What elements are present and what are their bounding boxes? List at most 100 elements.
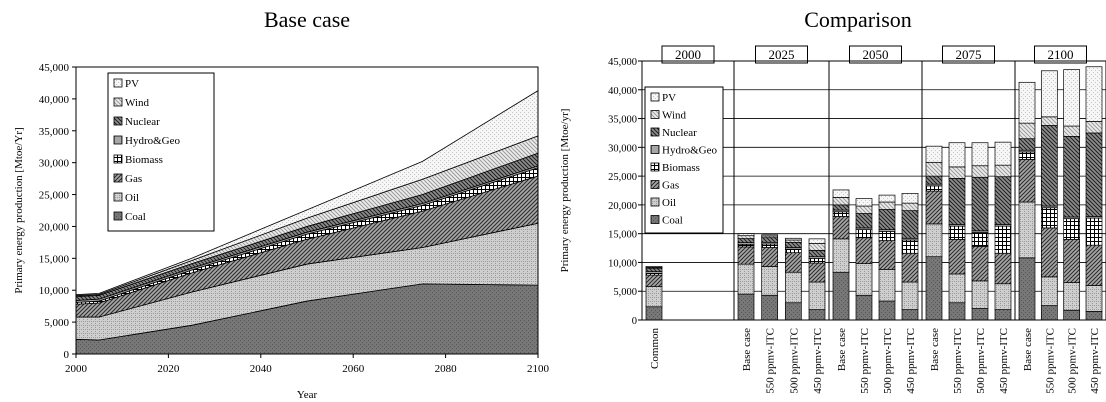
bar-segment-nuclear — [832, 204, 850, 211]
y-tick-label: 45,000 — [608, 57, 637, 68]
legend-label-biomass: Biomass — [662, 162, 700, 174]
category-label-common: Common — [649, 328, 661, 369]
category-label-450-ppmv-itc: 450 ppmv-ITC — [812, 328, 824, 394]
bar-segment-oil — [901, 281, 919, 310]
category-label-550-ppmv-itc: 550 ppmv-ITC — [952, 328, 964, 394]
bar-segment-coal — [784, 302, 802, 321]
bar-segment-pv — [925, 145, 943, 163]
bar-segment-oil — [808, 281, 826, 310]
bar-segment-gas — [832, 216, 850, 240]
bar-segment-biomass — [1085, 217, 1103, 246]
bar-segment-gas — [1085, 244, 1103, 286]
bar-segment-nuclear — [645, 267, 663, 273]
x-tick-label: 2060 — [342, 363, 365, 375]
bar-segment-nuclear — [784, 241, 802, 248]
category-label-base-case: Base case — [1022, 328, 1034, 371]
bar-segment-biomass — [784, 248, 802, 254]
category-label-550-ppmv-itc: 550 ppmv-ITC — [1044, 328, 1056, 394]
category-label-450-ppmv-itc: 450 ppmv-ITC — [905, 328, 917, 394]
legend-swatch-pv — [113, 78, 123, 88]
bar-segment-pv — [737, 233, 755, 237]
bar-segment-coal — [1085, 311, 1103, 321]
chart-title: Comparison — [804, 7, 912, 32]
y-axis-label: Primary energy production [Mtoe/Yr] — [13, 127, 25, 293]
bar-segment-oil — [832, 238, 850, 273]
bar-segment-nuclear — [855, 213, 873, 229]
y-tick-label: 25,000 — [39, 190, 70, 202]
y-tick-label: 15,000 — [39, 253, 70, 265]
category-label-450-ppmv-itc: 450 ppmv-ITC — [998, 328, 1010, 394]
legend-swatch-wind — [650, 110, 660, 119]
x-axis-label: Year — [297, 389, 318, 401]
legend-swatch-gas — [113, 173, 123, 183]
bar-segment-oil — [1040, 276, 1058, 306]
group-header-box — [755, 45, 808, 64]
legend-swatch-gas — [650, 180, 660, 189]
category-label-500-ppmv-itc: 500 ppmv-ITC — [882, 328, 894, 394]
category-label-500-ppmv-itc: 500 ppmv-ITC — [788, 328, 800, 394]
legend — [107, 72, 215, 232]
bar-segment-pv — [1040, 70, 1058, 118]
bar-segment-coal — [878, 300, 896, 321]
bar-segment-oil — [1063, 282, 1081, 311]
bar-segment-wind — [878, 201, 896, 210]
bar-segment-coal — [645, 306, 663, 321]
bar-segment-coal — [1018, 257, 1036, 321]
bar-segment-nuclear — [971, 176, 989, 232]
bar-segment-coal — [855, 294, 873, 321]
legend-label-hydro-geo: Hydro&Geo — [662, 145, 717, 157]
legend-label-coal: Coal — [125, 211, 146, 223]
y-tick-label: 0 — [632, 316, 637, 327]
bar-segment-oil — [971, 280, 989, 309]
bar-segment-coal — [808, 309, 826, 321]
bar-segment-pv — [971, 142, 989, 167]
bar-segment-pv — [901, 193, 919, 204]
bar-segment-wind — [994, 164, 1012, 178]
bar-segment-gas — [948, 239, 966, 275]
y-tick-label: 30,000 — [39, 158, 70, 170]
bar-segment-biomass — [1018, 151, 1036, 160]
bar-segment-oil — [994, 283, 1012, 310]
bar-segment-biomass — [832, 211, 850, 217]
bar-segment-biomass — [971, 232, 989, 247]
category-label-base-case: Base case — [741, 328, 753, 371]
y-tick-label: 35,000 — [608, 115, 637, 126]
y-axis-label: Primary energy production [Mtoe/yr] — [559, 109, 571, 273]
bar-segment-wind — [832, 197, 850, 206]
legend-label-biomass: Biomass — [125, 154, 163, 166]
bar-segment-coal — [994, 309, 1012, 321]
plot-frame — [641, 60, 1106, 321]
group-header-box — [1034, 45, 1087, 64]
bar-segment-gas — [737, 246, 755, 265]
category-label-450-ppmv-itc: 450 ppmv-ITC — [1089, 328, 1101, 394]
bar-segment-biomass — [901, 239, 919, 254]
bar-segment-oil — [855, 263, 873, 296]
y-tick-label: 20,000 — [39, 221, 70, 233]
bar-segment-wind — [971, 165, 989, 178]
group-header-box — [942, 45, 995, 64]
bar-segment-coal — [948, 302, 966, 321]
x-tick-label: 2020 — [157, 363, 180, 375]
legend-swatch-coal — [113, 211, 123, 221]
y-tick-label: 0 — [64, 349, 70, 361]
legend-label-gas: Gas — [125, 173, 142, 185]
y-tick-label: 25,000 — [608, 172, 637, 183]
bar-segment-biomass — [808, 258, 826, 264]
bar-segment-oil — [645, 286, 663, 308]
y-tick-label: 10,000 — [608, 258, 637, 269]
bar-segment-wind — [855, 205, 873, 214]
bar-segment-pv — [878, 194, 896, 203]
bar-segment-gas — [925, 190, 943, 225]
base-case-chart: Base case 0 5,000 10,000 15,000 20,000 25,000 3… — [13, 7, 550, 401]
legend-label-wind: Wind — [125, 97, 149, 109]
chart-title: Base case — [264, 7, 350, 32]
bar-segment-gas — [1063, 239, 1081, 283]
bar-segment-wind — [925, 161, 943, 177]
group-header-2000: 2000 — [675, 47, 701, 62]
bar-segment-wind — [737, 235, 755, 239]
bar-segment-gas — [808, 262, 826, 283]
bar-segment-biomass — [761, 243, 779, 248]
bar-segment-pv — [808, 238, 826, 244]
bar-segment-pv — [948, 142, 966, 168]
